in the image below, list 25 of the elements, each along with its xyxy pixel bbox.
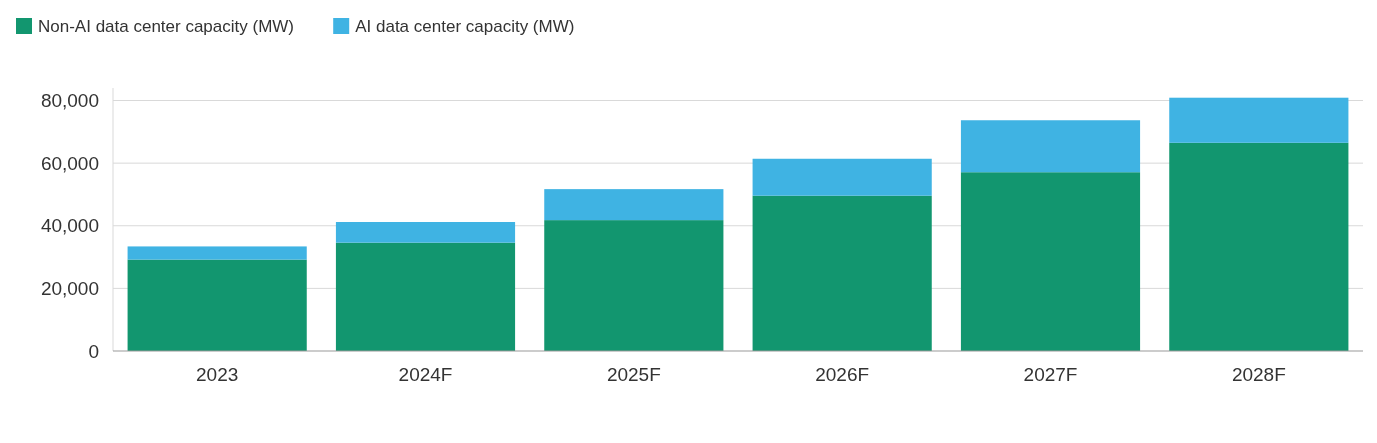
bar	[335, 242, 516, 351]
bar	[127, 246, 307, 260]
x-tick-label: 2026F	[815, 364, 870, 385]
bar	[1169, 142, 1349, 351]
x-tick-label: 2028F	[1231, 364, 1286, 385]
bar	[1169, 97, 1349, 143]
bar	[960, 172, 1141, 351]
x-tick-label: 2023	[196, 364, 239, 385]
bar	[960, 120, 1141, 173]
y-tick-label: 60,000	[40, 152, 99, 174]
bar	[544, 220, 724, 351]
x-tick-label: 2025F	[606, 364, 661, 385]
bar	[335, 222, 516, 243]
bar	[752, 158, 932, 196]
bar	[752, 195, 932, 351]
y-tick-label: 40,000	[40, 215, 99, 237]
legend-label: AI data center capacity (MW)	[355, 17, 575, 36]
y-tick-label: 20,000	[40, 278, 99, 300]
bar	[127, 259, 307, 351]
legend-label: Non-AI data center capacity (MW)	[38, 17, 295, 36]
x-tick-label: 2024F	[398, 364, 453, 385]
y-tick-label: 80,000	[40, 90, 99, 112]
x-tick-label: 2027F	[1023, 364, 1078, 385]
y-tick-label: 0	[88, 340, 99, 362]
bar	[544, 189, 724, 221]
